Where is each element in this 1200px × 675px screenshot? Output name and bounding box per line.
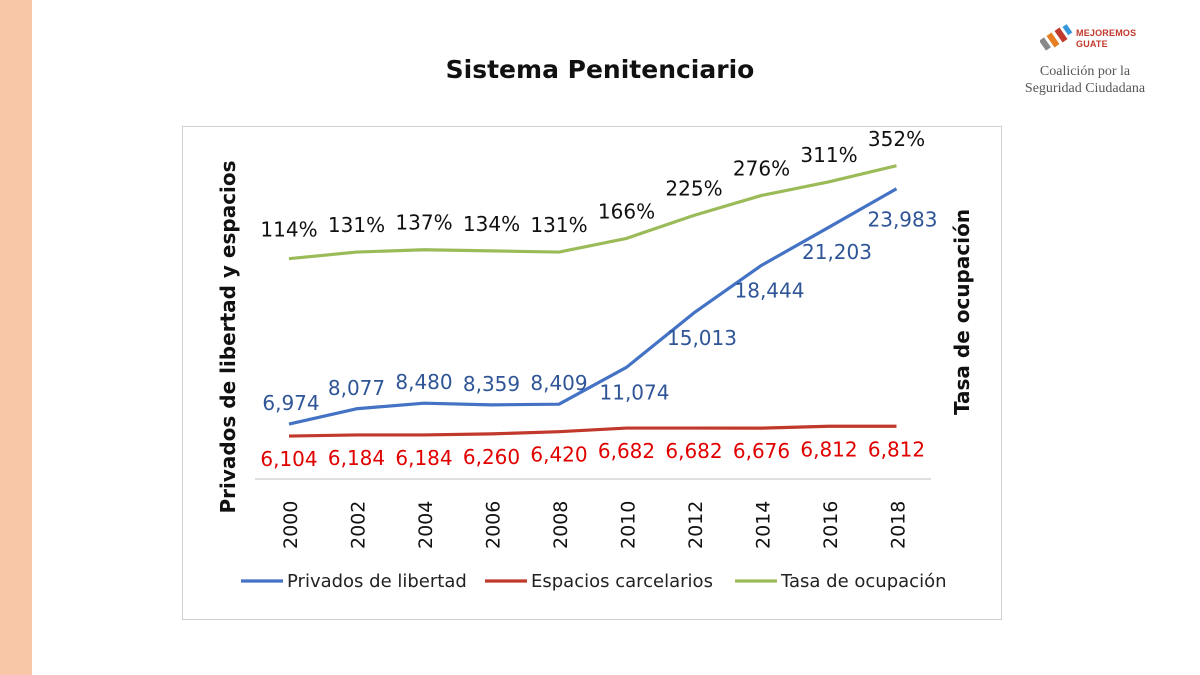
series-line-privados: [288, 187, 898, 426]
x-tick-label-2016: 2016: [820, 501, 842, 549]
data-label-privados-2016: 21,203: [802, 240, 872, 264]
data-label-tasa-2012: 225%: [665, 176, 722, 200]
data-label-privados-2008: 8,409: [530, 371, 587, 395]
y-axis-title-left: Privados de libertad y espacios: [216, 160, 240, 513]
data-label-privados-2012: 15,013: [667, 326, 737, 350]
logo-mark-icon: [1040, 24, 1073, 51]
data-label-tasa-2010: 166%: [598, 199, 655, 223]
x-tick-label-2018: 2018: [888, 501, 910, 549]
x-tick-label-2000: 2000: [280, 501, 302, 549]
data-label-privados-2018: 23,983: [868, 208, 938, 232]
legend-label-tasa: Tasa de ocupación: [780, 571, 947, 592]
legend-label-espacios: Espacios carcelarios: [531, 571, 713, 592]
data-label-tasa-2002: 131%: [328, 213, 385, 237]
logo-word-guate: GUATE: [1076, 39, 1108, 49]
data-label-tasa-2018: 352%: [868, 127, 925, 151]
logo-word-mejoremos: MEJOREMOS: [1076, 28, 1137, 38]
data-label-tasa-2006: 134%: [463, 212, 520, 236]
chart-frame: 2000 2002 2004 2006 2008 2010 2012 2014 2016 2018…: [182, 126, 1002, 620]
logo-tagline-line1: Coalición por la: [1039, 64, 1131, 79]
legend-label-privados: Privados de libertad: [287, 571, 467, 592]
data-label-espacios-2016: 6,812: [800, 437, 857, 461]
data-label-privados-2006: 8,359: [463, 372, 520, 396]
x-tick-label-2012: 2012: [685, 501, 707, 549]
data-label-espacios-2014: 6,676: [733, 439, 790, 463]
x-tick-label-2010: 2010: [618, 501, 640, 549]
x-tick-label-2014: 2014: [753, 501, 775, 549]
data-label-privados-2004: 8,480: [395, 370, 452, 394]
coalition-logo: MEJOREMOS GUATE Coalición por la Segurid…: [1010, 22, 1160, 102]
x-tick-label-2004: 2004: [415, 501, 437, 549]
data-label-tasa-2004: 137%: [395, 211, 452, 235]
side-accent-strip: [0, 0, 32, 675]
series-line-tasa: [288, 164, 897, 261]
y-axis-title-right: Tasa de ocupación: [950, 209, 974, 415]
data-label-espacios-2000: 6,104: [260, 447, 317, 471]
line-chart: 2000 2002 2004 2006 2008 2010 2012 2014 2016 2018…: [216, 127, 974, 592]
x-tick-label-2002: 2002: [348, 501, 370, 549]
data-label-espacios-2008: 6,420: [530, 443, 587, 467]
data-label-privados-2010: 11,074: [600, 380, 670, 404]
data-label-privados-2014: 18,444: [735, 278, 805, 302]
data-label-espacios-2010: 6,682: [598, 439, 655, 463]
data-label-tasa-2008: 131%: [530, 213, 587, 237]
x-tick-label-2006: 2006: [483, 501, 505, 549]
data-label-tasa-2016: 311%: [800, 143, 857, 167]
page-title: Sistema Penitenciario: [445, 55, 755, 84]
data-label-espacios-2018: 6,812: [868, 437, 925, 461]
series-line-espacios: [288, 424, 897, 438]
x-tick-label-2008: 2008: [550, 501, 572, 549]
data-label-tasa-2000: 114%: [260, 218, 317, 242]
data-label-tasa-2014: 276%: [733, 156, 790, 180]
data-label-espacios-2012: 6,682: [665, 439, 722, 463]
data-label-espacios-2002: 6,184: [328, 446, 385, 470]
data-label-espacios-2006: 6,260: [463, 445, 520, 469]
logo-tagline-line2: Seguridad Ciudadana: [1024, 81, 1146, 96]
data-label-privados-2000: 6,974: [262, 391, 319, 415]
data-label-espacios-2004: 6,184: [395, 446, 452, 470]
data-label-privados-2002: 8,077: [328, 376, 385, 400]
